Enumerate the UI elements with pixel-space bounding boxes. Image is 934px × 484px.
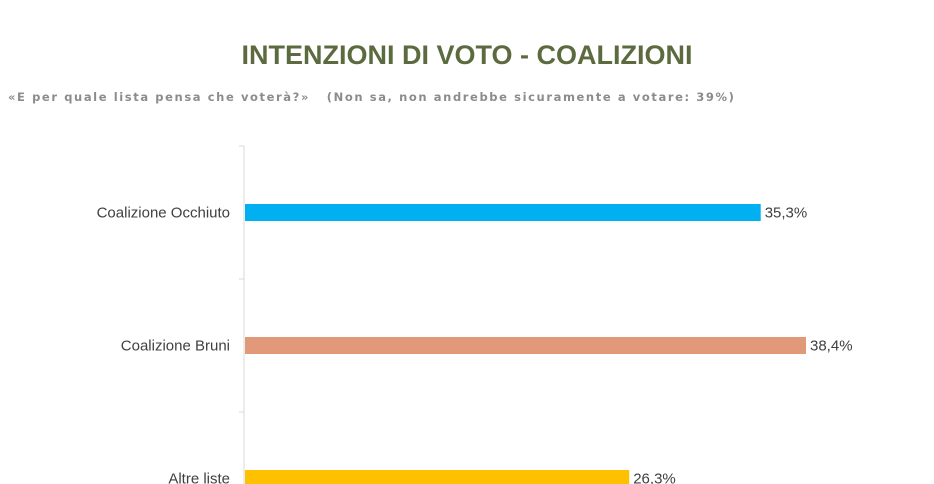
category-label: Coalizione Bruni (121, 338, 230, 355)
bar-altre-liste (245, 470, 630, 484)
category-label: Coalizione Occhiuto (97, 205, 230, 222)
data-label: 38,4% (810, 338, 853, 355)
chart-subtitle: «E per quale lista pensa che voterà?» (N… (8, 90, 736, 104)
category-label: Altre liste (168, 471, 230, 484)
data-label: 35,3% (765, 205, 808, 222)
data-label: 26,3% (633, 471, 676, 484)
bar-coalizione-bruni (245, 337, 806, 354)
bar-coalizione-occhiuto (245, 204, 761, 221)
chart-title: INTENZIONI DI VOTO - COALIZIONI (241, 40, 693, 70)
